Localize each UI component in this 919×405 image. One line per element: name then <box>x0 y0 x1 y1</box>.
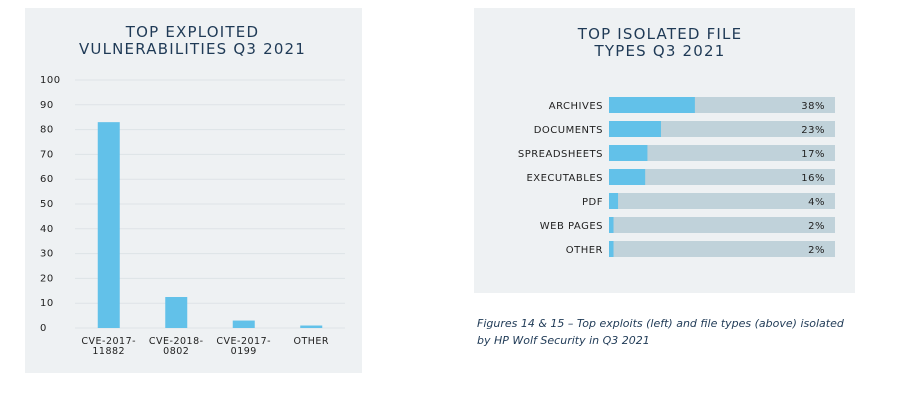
value-label: 4% <box>808 197 825 208</box>
bar <box>609 169 646 185</box>
category-label: EXECUTABLES <box>526 173 603 184</box>
track <box>609 193 835 209</box>
x-tick-label: CVE-2017-0199 <box>216 336 272 357</box>
y-tick-label: 100 <box>40 75 61 86</box>
bar <box>232 320 255 328</box>
category-label: OTHER <box>566 245 603 256</box>
left-panel <box>25 8 362 373</box>
track <box>609 169 835 185</box>
bar <box>97 122 120 328</box>
track <box>609 145 835 161</box>
y-tick-label: 50 <box>40 199 54 210</box>
value-label: 23% <box>801 125 825 136</box>
caption: Figures 14 & 15 – Top exploits (left) an… <box>477 317 844 347</box>
chart-title: TOP ISOLATED FILE TYPES Q3 2021 <box>577 25 743 60</box>
category-label: ARCHIVES <box>549 101 603 112</box>
value-label: 2% <box>808 221 825 232</box>
bar <box>165 297 188 328</box>
chart-title: TOP EXPLOITED VULNERABILITIES Q3 2021 <box>78 23 307 58</box>
y-tick-label: 0 <box>40 323 47 334</box>
y-tick-label: 40 <box>40 224 54 235</box>
x-tick-label: CVE-2018-0802 <box>148 336 204 357</box>
track <box>609 241 835 257</box>
category-label: DOCUMENTS <box>534 125 603 136</box>
value-label: 38% <box>801 101 825 112</box>
y-tick-label: 60 <box>40 174 54 185</box>
bar <box>609 217 614 233</box>
bar <box>609 121 661 137</box>
value-label: 2% <box>808 245 825 256</box>
x-tick-label: OTHER <box>293 336 330 347</box>
y-tick-label: 30 <box>40 249 54 260</box>
track <box>609 121 835 137</box>
bar <box>609 241 614 257</box>
track <box>609 217 835 233</box>
y-tick-label: 80 <box>40 125 54 136</box>
y-tick-label: 70 <box>40 149 54 160</box>
category-label: WEB PAGES <box>540 221 603 232</box>
x-tick-label: CVE-2017-11882 <box>81 336 137 357</box>
category-label: PDF <box>582 197 603 208</box>
value-label: 17% <box>801 149 825 160</box>
bar <box>609 145 648 161</box>
bar <box>609 97 695 113</box>
y-tick-label: 20 <box>40 273 54 284</box>
category-label: SPREADSHEETS <box>518 149 603 160</box>
value-label: 16% <box>801 173 825 184</box>
y-tick-label: 90 <box>40 100 54 111</box>
bar <box>609 193 619 209</box>
y-tick-label: 10 <box>40 298 54 309</box>
bar <box>300 325 323 328</box>
